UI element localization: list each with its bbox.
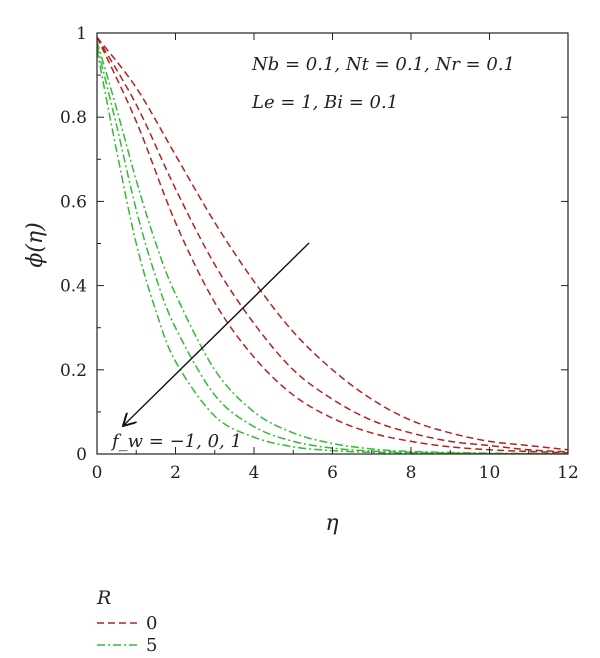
y-axis-label: ϕ(η) — [23, 222, 48, 267]
y-tick-label: 0.4 — [60, 277, 87, 297]
x-tick-label: 0 — [92, 463, 103, 483]
x-tick-label: 12 — [557, 463, 579, 483]
params-annotation-2: Le = 1, Bi = 0.1 — [251, 92, 398, 113]
x-tick-label: 6 — [327, 463, 338, 483]
series-line-r0-fw1 — [97, 36, 568, 454]
params-annotation-1: Nb = 0.1, Nt = 0.1, Nr = 0.1 — [251, 54, 515, 75]
x-tick-label: 2 — [170, 463, 181, 483]
trend-arrow — [124, 242, 310, 425]
x-tick-label: 8 — [406, 463, 417, 483]
y-tick-label: 1 — [76, 24, 87, 44]
arrow-label: f_w = −1, 0, 1 — [110, 431, 242, 452]
y-tick-label: 0.8 — [60, 108, 87, 128]
legend: R 0 5 — [96, 587, 157, 656]
y-tick-label: 0.2 — [60, 361, 87, 381]
ticks-layer: 0 2 4 6 8 10 12 0 0.2 0.4 0.6 0.8 1 — [60, 24, 579, 483]
x-tick-label: 10 — [479, 463, 501, 483]
y-tick-label: 0.6 — [60, 192, 87, 212]
legend-label-r5: 5 — [146, 635, 157, 656]
x-axis-label: η — [325, 511, 338, 536]
series-line-r0-fw-1 — [97, 36, 568, 451]
legend-title: R — [96, 587, 111, 609]
legend-label-r0: 0 — [146, 613, 157, 634]
y-tick-label: 0 — [76, 445, 87, 465]
x-tick-label: 4 — [249, 463, 260, 483]
